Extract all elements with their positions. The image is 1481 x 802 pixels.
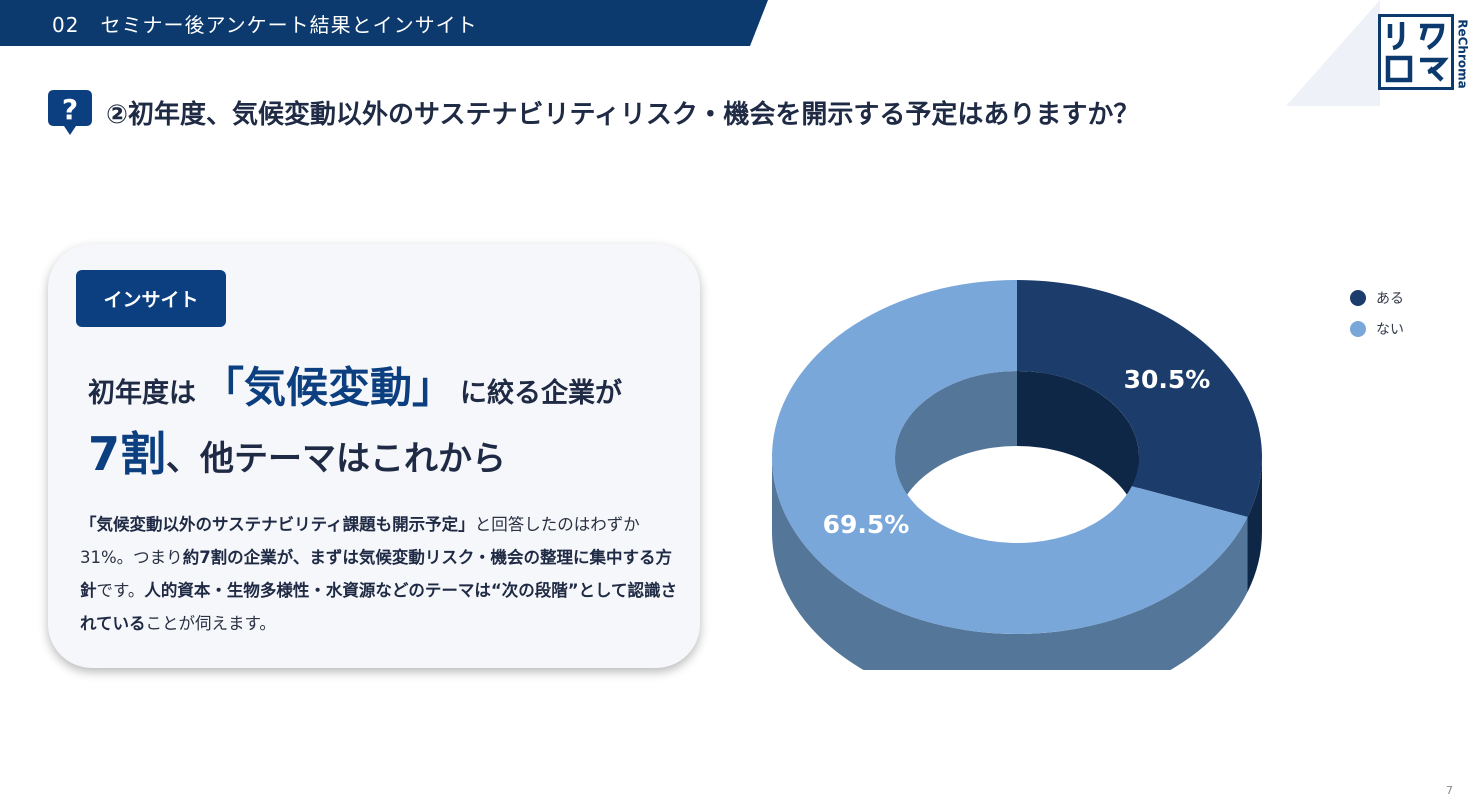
legend-item: ない bbox=[1350, 313, 1404, 344]
body-segment: 人的資本・生物多様性・水資源などのテーマは“次の段階”として認識されている bbox=[80, 581, 678, 633]
headline-line2-emphasis: 7割 bbox=[88, 427, 167, 481]
body-segment: ことが伺えます。 bbox=[145, 614, 276, 633]
data-label: 69.5% bbox=[823, 510, 910, 539]
donut-outer-wall bbox=[772, 457, 1248, 670]
body-segment: と回答したのはわずか31%。つまり bbox=[80, 515, 640, 567]
data-label: 30.5% bbox=[1124, 365, 1211, 394]
insight-headline-line1: 初年度は 「気候変動」 に絞る企業が bbox=[88, 354, 622, 415]
legend-label: ない bbox=[1376, 321, 1404, 338]
logo-side-text: ReChroma bbox=[1456, 19, 1470, 89]
body-segment: です。 bbox=[96, 581, 145, 600]
donut-slice-0 bbox=[1017, 280, 1262, 517]
donut-inner-wall bbox=[895, 371, 1017, 532]
donut-inner-wall bbox=[1017, 371, 1139, 532]
headline-line2-post: 、他テーマはこれから bbox=[166, 439, 507, 479]
donut-slice-1 bbox=[771, 280, 1248, 634]
legend-item: ある bbox=[1350, 282, 1404, 313]
donut-chart: 30.5% 69.5% bbox=[771, 280, 1262, 670]
insight-headline-line2: 7割、他テーマはこれから bbox=[88, 418, 506, 484]
question-text: ②初年度、気候変動以外のサステナビリティリスク・機会を開示する予定はありますか？ bbox=[106, 100, 1140, 130]
header-band bbox=[0, 0, 768, 46]
legend-label: ある bbox=[1376, 290, 1404, 307]
corner-decoration bbox=[1286, 0, 1380, 106]
headline-line1-emphasis: 「気候変動」 bbox=[202, 363, 455, 412]
svg-text:?: ? bbox=[62, 93, 78, 126]
donut-outer-wall bbox=[1247, 457, 1262, 592]
legend-swatch bbox=[1350, 289, 1366, 306]
page-number: 7 bbox=[1446, 784, 1453, 797]
legend-swatch bbox=[1350, 320, 1366, 337]
question-icon: ? bbox=[48, 90, 92, 135]
insight-body: 「気候変動以外のサステナビリティ課題も開示予定」と回答したのはわずか31%。つま… bbox=[80, 508, 680, 640]
body-segment: 「気候変動以外のサステナビリティ課題も開示予定」 bbox=[80, 515, 475, 534]
section-title: 02 セミナー後アンケート結果とインサイト bbox=[52, 13, 478, 37]
headline-line1-post: に絞る企業が bbox=[460, 378, 623, 409]
body-segment: 約7割の企業が、まずは気候変動リスク・機会の整理に集中する方針 bbox=[80, 548, 673, 600]
headline-line1-pre: 初年度は bbox=[88, 378, 196, 409]
rechroma-logo bbox=[1378, 14, 1454, 90]
chart-legend: ある ない bbox=[1350, 282, 1404, 344]
insight-badge: インサイト bbox=[76, 270, 226, 327]
rechroma-wordmark: ReChroma bbox=[1456, 19, 1470, 89]
